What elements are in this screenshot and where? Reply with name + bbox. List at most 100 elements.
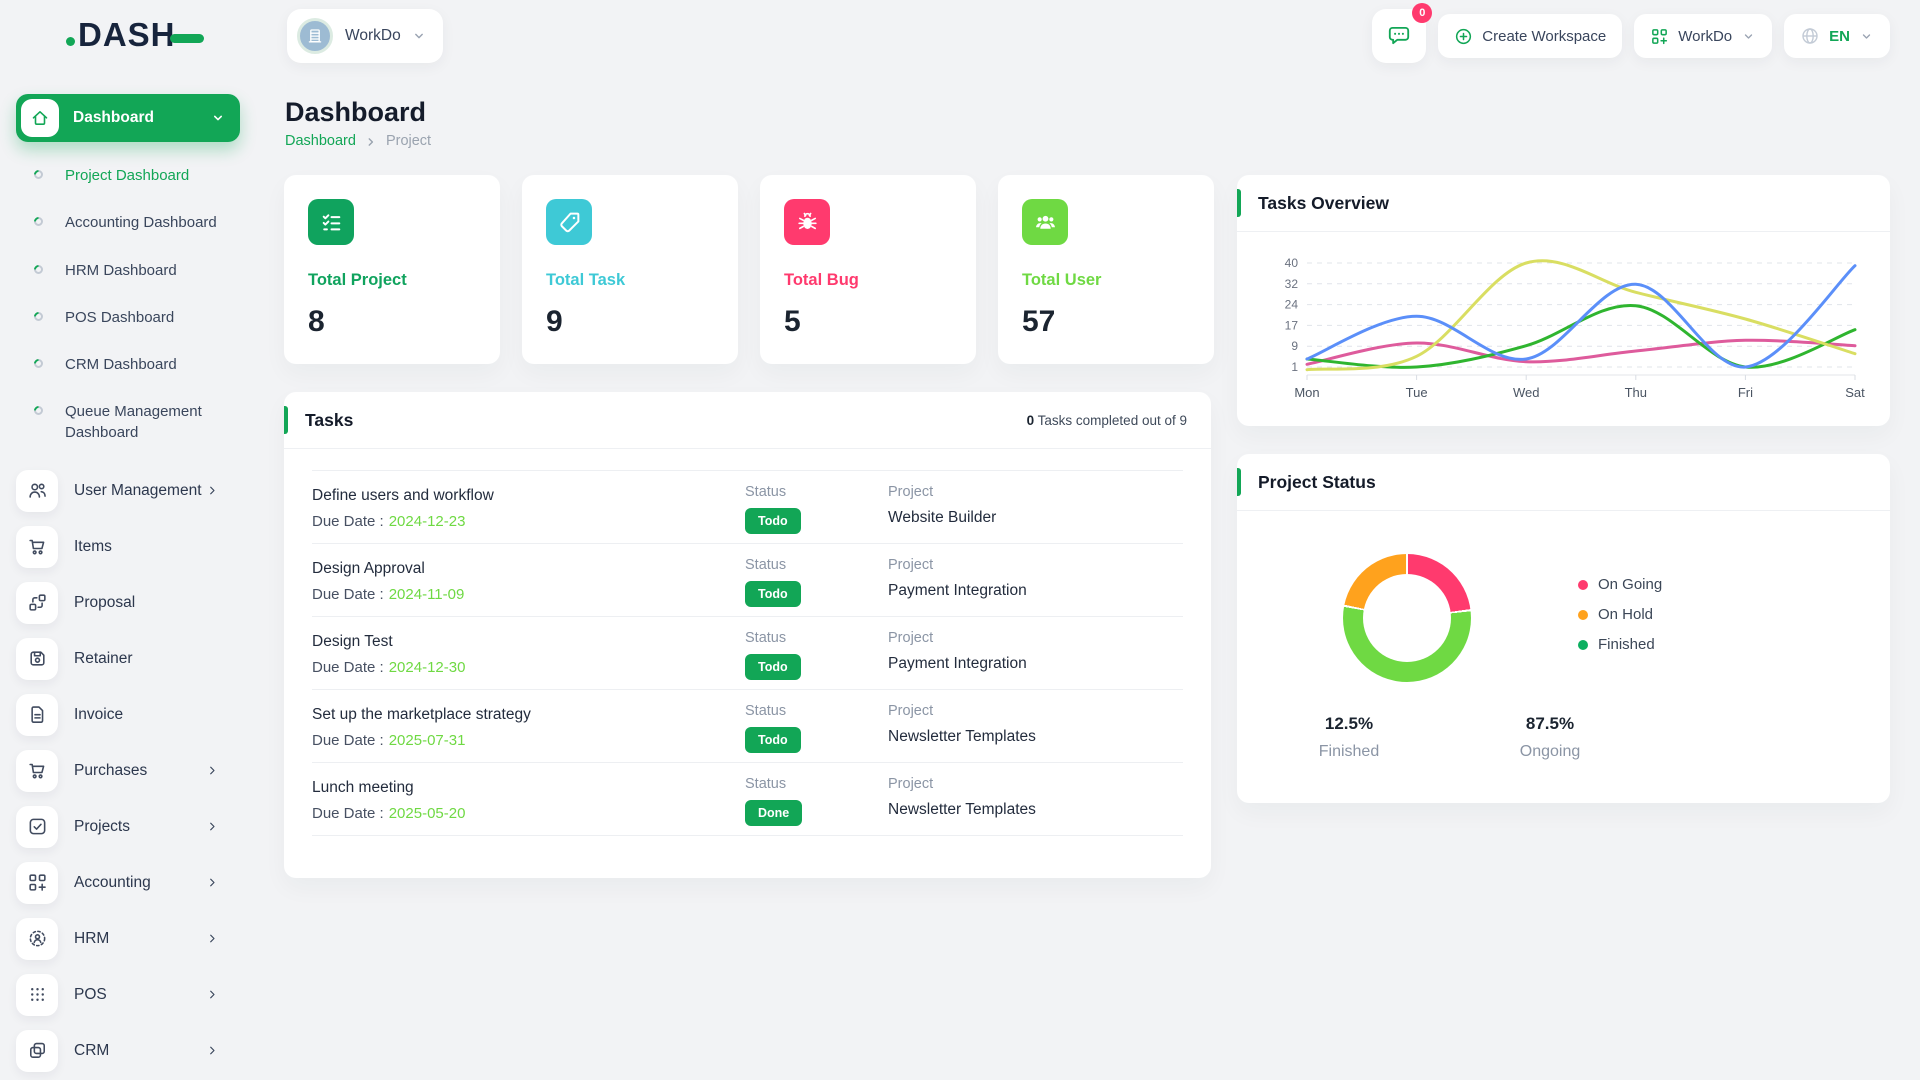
sidebar-item-label: CRM xyxy=(74,1041,110,1059)
sidebar-subitem[interactable]: Accounting Dashboard xyxy=(32,213,262,233)
language-code: EN xyxy=(1829,27,1850,45)
sidebar-subitem[interactable]: Queue Management Dashboard xyxy=(32,402,262,443)
breadcrumb-dashboard-link[interactable]: Dashboard xyxy=(285,133,356,149)
language-selector[interactable]: EN xyxy=(1784,14,1890,58)
floppy-icon-chip xyxy=(16,637,58,680)
task-project-column: Project Payment Integration xyxy=(888,617,1027,673)
header-accent-bar xyxy=(284,406,288,434)
legend-item[interactable]: On Hold xyxy=(1578,606,1662,623)
status-stat: 87.5% Ongoing xyxy=(1490,714,1610,761)
sidebar-item-items[interactable]: Items xyxy=(16,525,262,568)
project-column-label: Project xyxy=(888,484,934,500)
chevron-right-icon xyxy=(210,990,215,999)
project-status-donut-chart xyxy=(1343,554,1471,682)
legend-item[interactable]: On Going xyxy=(1578,576,1662,593)
task-status-badge: Todo xyxy=(745,581,801,607)
grid-plus-icon xyxy=(1652,28,1668,44)
task-due-date: Due Date :2025-07-31 xyxy=(312,732,465,749)
sidebar-item-user-management[interactable]: User Management xyxy=(16,469,262,512)
bug-icon xyxy=(784,199,830,245)
project-status-header: Project Status xyxy=(1237,454,1890,511)
task-row: Design Approval Due Date :2024-11-09 Sta… xyxy=(312,544,1183,617)
bullet-icon xyxy=(32,168,45,181)
series-blue xyxy=(1305,264,1857,369)
status-column-label: Status xyxy=(745,776,787,792)
cart-icon xyxy=(28,763,44,779)
sidebar-subitem[interactable]: POS Dashboard xyxy=(32,308,262,328)
due-date-value: 2024-11-09 xyxy=(388,586,465,603)
sidebar-subitem[interactable]: Project Dashboard xyxy=(32,166,262,186)
total-user-card: Total User 57 xyxy=(998,175,1214,364)
task-project-name: Newsletter Templates xyxy=(888,801,1036,818)
task-status-column: Status Todo xyxy=(745,690,801,753)
topbar-actions: 0 Create Workspace WorkDo xyxy=(1372,3,1890,64)
task-status-badge: Todo xyxy=(745,727,801,753)
sidebar: Dashboard Project Dashboard Accounting D… xyxy=(0,72,262,1080)
tasks-panel: Tasks 0 Tasks completed out of 9 Define … xyxy=(284,392,1211,878)
bullet-icon xyxy=(32,357,45,370)
tasks-header: Tasks 0 Tasks completed out of 9 xyxy=(284,392,1211,449)
grid-plus-icon xyxy=(28,874,46,892)
sidebar-item-label: User Management xyxy=(74,481,202,499)
sidebar-item-invoice[interactable]: Invoice xyxy=(16,693,262,736)
legend-dot-icon xyxy=(1578,639,1588,650)
task-project-name: Website Builder xyxy=(888,509,997,526)
sidebar-item-retainer[interactable]: Retainer xyxy=(16,637,262,680)
sidebar-item-projects[interactable]: Projects xyxy=(16,805,262,848)
sidebar-subitem[interactable]: CRM Dashboard xyxy=(32,355,262,375)
brand-logo[interactable]: DASH xyxy=(66,16,204,54)
stat-percentage: 87.5% xyxy=(1525,714,1575,733)
project-status-panel: Project Status On Going On Hold Finished… xyxy=(1237,454,1890,803)
task-project-column: Project Newsletter Templates xyxy=(888,763,1036,819)
project-column-label: Project xyxy=(888,557,934,573)
workdo-menu-button[interactable]: WorkDo xyxy=(1634,14,1773,58)
dots-grid-icon xyxy=(30,988,44,1002)
sidebar-subitem[interactable]: HRM Dashboard xyxy=(32,261,262,281)
building-icon xyxy=(308,29,322,43)
invoice-icon-chip xyxy=(16,693,58,736)
sidebar-item-dashboard[interactable]: Dashboard xyxy=(16,94,240,142)
svg-text:40: 40 xyxy=(1285,256,1299,270)
messages-count-badge: 0 xyxy=(1412,3,1433,23)
legend-label: Finished xyxy=(1598,636,1655,653)
svg-text:Sat: Sat xyxy=(1845,385,1865,400)
users-group-icon xyxy=(1022,199,1068,245)
due-date-value: 2025-05-20 xyxy=(388,805,466,822)
sidebar-item-proposal[interactable]: Proposal xyxy=(16,581,262,624)
legend-label: On Hold xyxy=(1598,606,1654,623)
sidebar-item-hrm[interactable]: HRM xyxy=(16,917,262,960)
header-accent-bar xyxy=(1237,189,1241,217)
grid-plus-icon-chip xyxy=(16,861,58,904)
legend-dot-icon xyxy=(1578,579,1588,590)
tasks-overview-panel: Tasks Overview 40 32 24 17 9 1 Mon Tue Wed Thu Fri… xyxy=(1237,175,1890,426)
due-date-value: 2024-12-30 xyxy=(388,659,466,676)
svg-text:24: 24 xyxy=(1285,298,1299,312)
create-workspace-button[interactable]: Create Workspace xyxy=(1438,14,1623,58)
proposal-icon xyxy=(28,594,46,611)
legend-item[interactable]: Finished xyxy=(1578,636,1662,653)
check-square-icon-chip xyxy=(16,805,58,848)
sidebar-item-purchases[interactable]: Purchases xyxy=(16,749,262,792)
task-project-column: Project Payment Integration xyxy=(888,544,1027,600)
workspace-selector[interactable]: WorkDo xyxy=(287,9,443,63)
task-title: Design Test xyxy=(312,633,393,650)
chat-icon xyxy=(1389,26,1410,45)
sidebar-item-accounting[interactable]: Accounting xyxy=(16,861,262,904)
task-title: Lunch meeting xyxy=(312,779,414,796)
stat-value: 57 xyxy=(1022,305,1056,338)
chevron-right-icon xyxy=(368,137,374,146)
sidebar-item-crm[interactable]: CRM xyxy=(16,1029,262,1072)
sidebar-item-pos[interactable]: POS xyxy=(16,973,262,1016)
dots-grid-icon-chip xyxy=(16,973,58,1016)
series-yellow xyxy=(1305,259,1857,372)
task-status-column: Status Todo xyxy=(745,617,801,680)
series-green xyxy=(1305,304,1857,369)
tasks-overview-header: Tasks Overview xyxy=(1237,175,1890,232)
logo-dot xyxy=(66,36,75,46)
chevron-down-icon xyxy=(414,33,423,39)
total-bug-card: Total Bug 5 xyxy=(760,175,976,364)
donut-legend: On Going On Hold Finished xyxy=(1578,576,1662,666)
stat-label: Total Task xyxy=(546,271,626,289)
stat-value: 5 xyxy=(784,305,801,338)
messages-button[interactable]: 0 xyxy=(1372,3,1433,63)
